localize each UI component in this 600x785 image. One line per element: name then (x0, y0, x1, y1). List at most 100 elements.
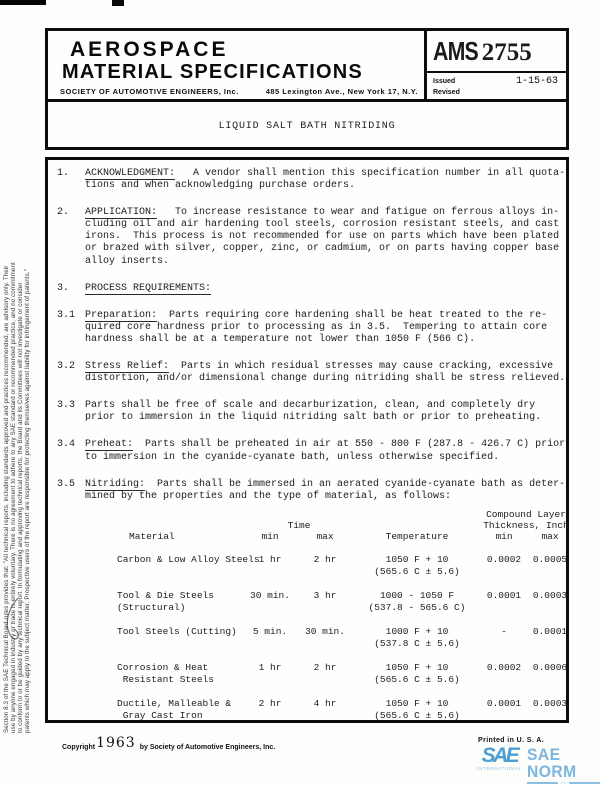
header-time-min: min (261, 530, 279, 542)
cell-time-min: 2 hr (258, 697, 282, 709)
society-name: SOCIETY OF AUTOMOTIVE ENGINEERS, Inc. (60, 87, 239, 96)
issued-value: 1-15-63 (515, 76, 558, 87)
brand-title: AEROSPACE (70, 38, 229, 61)
cell-thickness-max: 0.0005 (532, 553, 568, 565)
sae-norm-rule: ▪▪▪ (526, 781, 600, 785)
header-time: Time (287, 519, 311, 531)
paragraph-number: 3.2 (57, 361, 76, 373)
brand-cell: AEROSPACE MATERIAL SPECIFICATIONS SOCIET… (48, 31, 424, 99)
society-line: SOCIETY OF AUTOMOTIVE ENGINEERS, Inc. 48… (60, 87, 418, 96)
disclaimer-line: use by anyone engaged in industry or tra… (10, 262, 17, 733)
sae-mark: SAE INTERNATIONAL (477, 745, 522, 771)
margin-disclaimer: Section 8.3 of the SAE Technical Board r… (3, 97, 31, 733)
pen-mark (6, 597, 19, 640)
paragraph-heading: ACKNOWLEDGMENT: (85, 168, 176, 180)
paragraph-text: To increase resistance to wear and fatig… (85, 207, 560, 267)
paragraph-cleanliness: 3.3 Parts shall be free of scale and dec… (57, 400, 564, 424)
sae-norm: SAE NORM ▪▪▪ (526, 745, 600, 785)
paragraph-heading: Preparation: (85, 309, 158, 322)
society-address: 485 Lexington Ave., New York 17, N.Y. (265, 87, 418, 96)
revised-label: Revised (433, 89, 460, 96)
issue-block: Issued 1-15-63 Revised (427, 71, 566, 99)
paragraph-heading: Nitriding: (85, 478, 146, 491)
cell-material: Ductile, Malleable & Gray Cast Iron (117, 697, 232, 721)
footer-copyright: Copyright1963 by Society of Automotive En… (62, 735, 276, 753)
sae-logo: SAE INTERNATIONAL SAE NORM ▪▪▪ (477, 745, 600, 785)
header-top-band: AEROSPACE MATERIAL SPECIFICATIONS SOCIET… (48, 31, 566, 99)
paragraph-number: 1. (57, 168, 70, 179)
table-row: Tool & Die Steels (Structural) 30 min. 3… (59, 589, 567, 614)
paragraph-text: A vendor shall mention this specificatio… (85, 168, 566, 192)
disclaimer-line: patents which may apply to the subject m… (24, 268, 31, 733)
cell-thickness-min: - (501, 625, 507, 637)
cell-thickness-max: 0.0006 (532, 661, 568, 673)
paragraph-text: Parts shall be immersed in an aerated cy… (85, 478, 566, 502)
cell-material: Tool Steels (Cutting) (117, 625, 237, 637)
paragraph-number: 3.1 (57, 309, 76, 321)
cell-time-max: 2 hr (313, 661, 337, 673)
table-header-row-3: Material min max Temperature min max (59, 531, 564, 542)
header-compound-layer: Compound Layer (486, 508, 566, 520)
body-box: 1. ACKNOWLEDGMENT: A vendor shall mentio… (45, 157, 569, 723)
cell-material: Tool & Die Steels (Structural) (117, 589, 214, 613)
cell-time-max: 30 min. (305, 625, 345, 637)
title-band: LIQUID SALT BATH NITRIDING (48, 99, 566, 147)
paragraph-application: 2. APPLICATION: To increase resistance t… (57, 207, 564, 267)
header-thickness-max: max (541, 530, 559, 542)
disclaimer-line: to conform to or be guided by any techni… (17, 282, 24, 734)
spec-code-box: AMS 2755 Issued 1-15-63 Revised (424, 31, 566, 99)
paragraph-text: Parts shall be preheated in air at 550 -… (85, 439, 566, 463)
header-temperature: Temperature (385, 530, 449, 542)
cell-thickness-min: 0.0001 (486, 589, 522, 601)
paragraph-text: Parts shall be free of scale and decarbu… (85, 400, 542, 424)
sae-international-label: INTERNATIONAL (477, 766, 522, 771)
disclaimer-line: Section 8.3 of the SAE Technical Board r… (3, 265, 10, 733)
brand-subtitle: MATERIAL SPECIFICATIONS (62, 61, 363, 83)
cell-temperature: 1000 - 1050 F (537.8 - 565.6 C) (368, 589, 466, 613)
cell-temperature: 1050 F + 10 (565.6 C ± 5.6) (374, 697, 460, 721)
header-time-max: max (316, 530, 334, 542)
cell-temperature: 1050 F + 10 (565.6 C ± 5.6) (374, 661, 460, 685)
scan-corner-mark (0, 0, 46, 5)
paragraph-preparation: 3.1 Preparation: Parts requiring core ha… (57, 309, 564, 346)
cell-time-min: 30 min. (250, 589, 290, 601)
issued-label: Issued (433, 78, 456, 85)
copyright-label: Copyright (62, 744, 96, 751)
scan-tick-mark (112, 0, 124, 6)
cell-time-max: 4 hr (313, 697, 337, 709)
copyright-year: 1963 (96, 735, 136, 751)
paragraph-heading: PROCESS REQUIREMENTS: (85, 282, 212, 295)
table-row: Carbon & Low Alloy Steels 1 hr 2 hr 1050… (59, 553, 567, 578)
revised-row: Revised (433, 87, 558, 98)
cell-temperature: 1050 F + 10 (565.6 C ± 5.6) (374, 553, 460, 577)
spec-code: AMS 2755 (427, 31, 566, 71)
cell-thickness-min: 0.0001 (486, 697, 522, 709)
paragraph-preheat: 3.4 Preheat: Parts shall be preheated in… (57, 439, 566, 463)
header-thickness-min: min (495, 530, 513, 542)
issued-row: Issued 1-15-63 (433, 76, 558, 87)
cell-time-max: 2 hr (313, 553, 337, 565)
table-row: Ductile, Malleable & Gray Cast Iron 2 hr… (59, 697, 567, 722)
paragraph-process-requirements: 3. PROCESS REQUIREMENTS: (57, 282, 564, 295)
cell-material: Carbon & Low Alloy Steels (117, 553, 260, 565)
cell-material: Corrosion & Heat Resistant Steels (117, 661, 214, 685)
table-row: Tool Steels (Cutting) 5 min. 30 min. 100… (59, 625, 567, 650)
cell-thickness-min: 0.0002 (486, 661, 522, 673)
paragraph-heading: APPLICATION: (85, 207, 158, 220)
cell-thickness-max: 0.0003 (532, 589, 568, 601)
sae-norm-label: SAE NORM (526, 745, 577, 781)
cell-thickness-max: 0.0001 (532, 625, 568, 637)
table-header-row-1: Compound Layer (59, 509, 566, 520)
table-header-row-2: Time Thickness, Inch (59, 519, 569, 531)
header-material: Material (129, 530, 175, 542)
spec-table: Compound Layer Time Thickness, Inch Mate… (57, 509, 569, 722)
cell-time-min: 1 hr (258, 661, 282, 673)
cell-time-min: 1 hr (258, 553, 282, 565)
spec-code-number: 2755 (481, 39, 532, 66)
paragraph-heading: Stress Relief: (85, 361, 170, 374)
copyright-rest: by Society of Automotive Engineers, Inc. (139, 744, 276, 751)
table-row: Corrosion & Heat Resistant Steels 1 hr 2… (59, 661, 567, 686)
cell-thickness-max: 0.0003 (532, 697, 568, 709)
cell-temperature: 1000 F + 10 (537.8 C ± 5.6) (374, 625, 460, 649)
